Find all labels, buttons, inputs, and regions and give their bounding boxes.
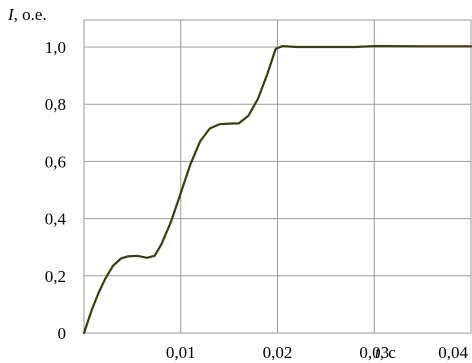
x-tick-label: 0,02 [263, 343, 293, 362]
x-axis-label: t, с [375, 343, 396, 362]
x-tick-label: 0,03 [359, 343, 389, 362]
y-tick-labels: 0 0,2 0,4 0,6 0,8 1,0 [45, 38, 67, 343]
y-axis-label: I, о.е. [7, 5, 47, 24]
y-axis-unit: , о.е. [14, 5, 47, 24]
y-tick-label: 0,6 [45, 152, 66, 171]
x-tick-label: 0,04 [438, 343, 468, 362]
y-tick-label: 0 [58, 324, 67, 343]
y-tick-label: 1,0 [45, 38, 66, 57]
x-axis-unit: , с [380, 343, 397, 362]
grid [84, 20, 471, 333]
y-axis-symbol: I [7, 5, 15, 24]
x-tick-labels: 0,01 0,02 0,03 0,04 [166, 343, 469, 362]
x-axis-symbol: t [375, 343, 381, 362]
x-tick-label: 0,01 [166, 343, 196, 362]
y-tick-label: 0,8 [45, 95, 66, 114]
plot-frame [83, 19, 472, 334]
series-line [82, 45, 472, 335]
y-tick-label: 0,2 [45, 267, 66, 286]
y-tick-label: 0,4 [45, 210, 67, 229]
